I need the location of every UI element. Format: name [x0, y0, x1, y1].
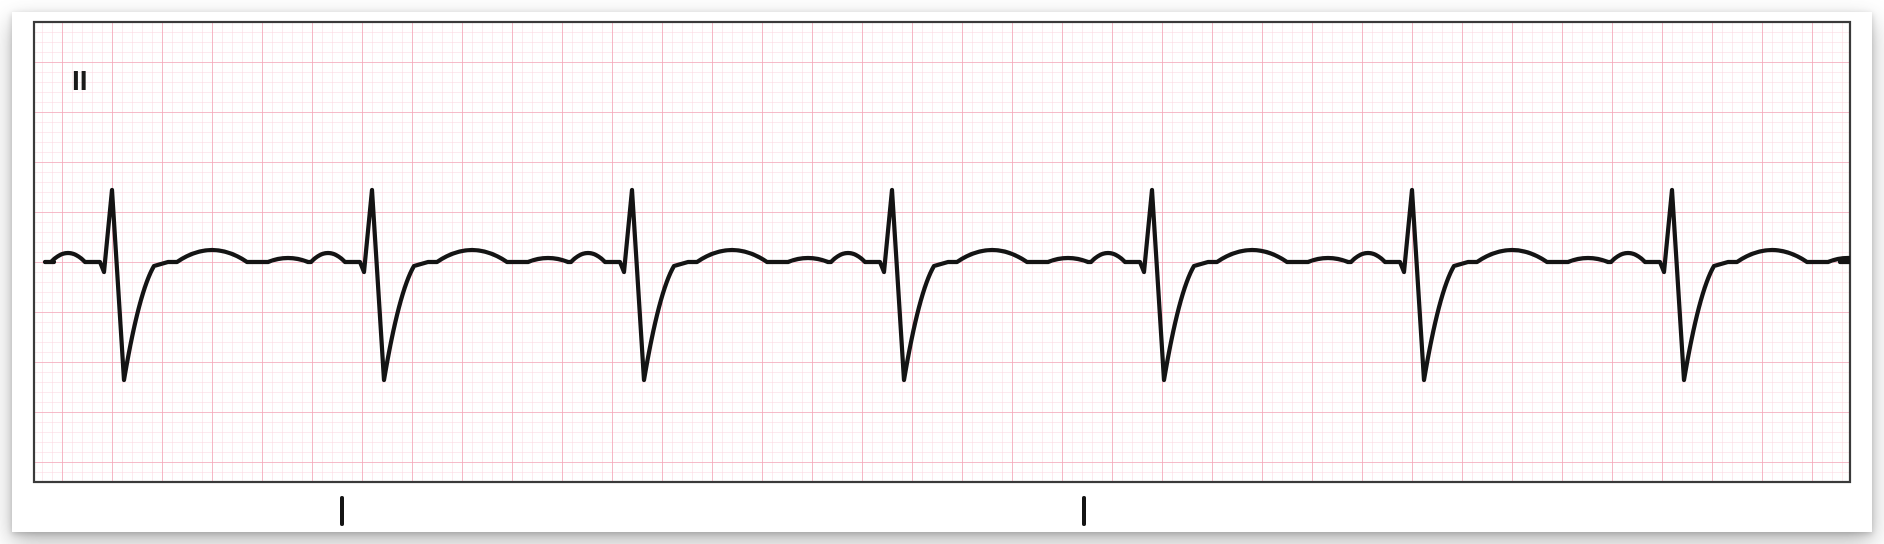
ecg-svg: II [12, 12, 1872, 532]
ecg-strip: II [12, 12, 1872, 532]
lead-label: II [72, 65, 88, 96]
